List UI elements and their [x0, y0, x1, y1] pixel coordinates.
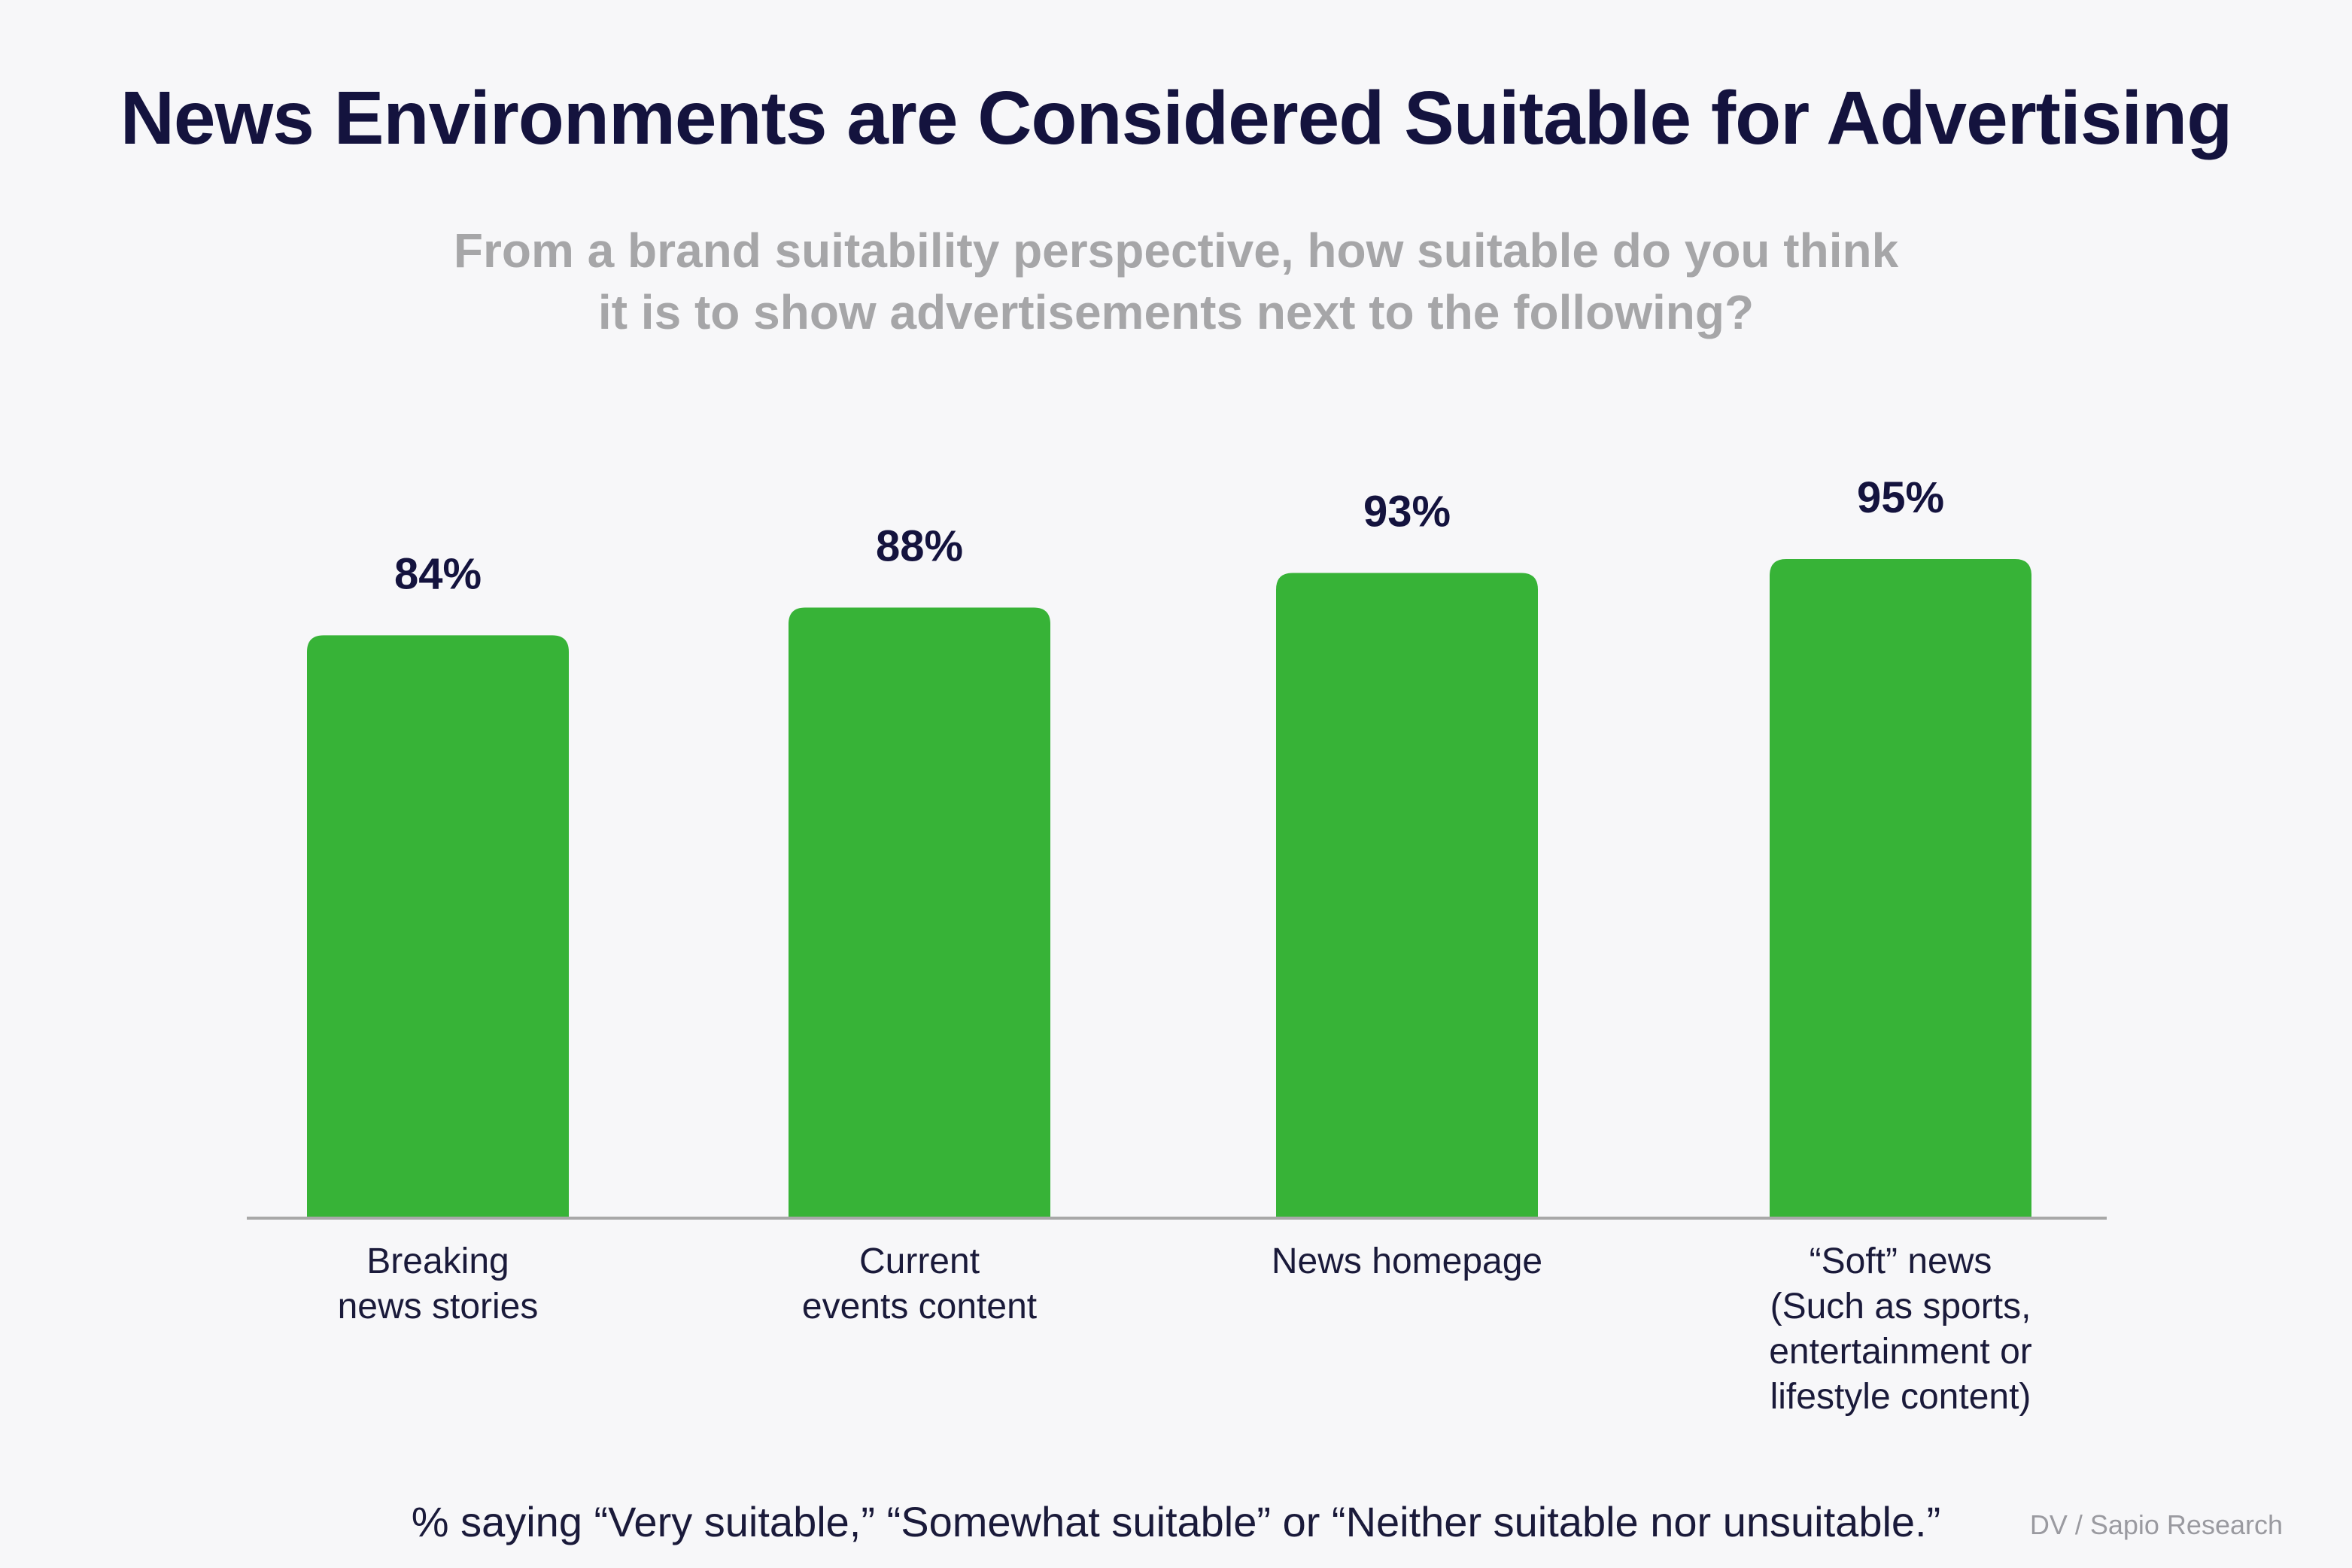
- category-label-1-line-2: news stories: [338, 1287, 539, 1326]
- chart-subtitle: From a brand suitability perspective, ho…: [0, 220, 2352, 343]
- source-credit: DV / Sapio Research: [2029, 1509, 2283, 1540]
- category-label-2-line-1: Current: [859, 1241, 980, 1281]
- value-label-1: 84%: [394, 549, 482, 598]
- bar-3: [1276, 573, 1538, 1217]
- category-label-4-line-3: entertainment or: [1769, 1332, 2032, 1372]
- category-label-4-line-2: (Such as sports,: [1770, 1287, 2031, 1326]
- bar-2: [789, 607, 1050, 1217]
- bar-4: [1770, 559, 2031, 1217]
- value-label-2: 88%: [876, 522, 963, 571]
- category-label-4-line-1: “Soft” news: [1810, 1241, 1992, 1281]
- footnote: % saying “Very suitable,” “Somewhat suit…: [411, 1498, 1941, 1545]
- category-label-1-line-1: Breaking: [366, 1241, 509, 1281]
- category-label-3-line-1: News homepage: [1272, 1241, 1542, 1281]
- value-label-3: 93%: [1363, 487, 1451, 536]
- value-label-4: 95%: [1857, 473, 1944, 522]
- category-label-2-line-2: events content: [802, 1287, 1037, 1326]
- bar-1: [307, 635, 569, 1217]
- chart-title: News Environments are Considered Suitabl…: [120, 76, 2233, 160]
- subtitle-line-2: it is to show advertisements next to the…: [597, 285, 1755, 339]
- subtitle-line-1: From a brand suitability perspective, ho…: [453, 223, 1899, 278]
- category-label-4-line-4: lifestyle content): [1770, 1377, 2031, 1417]
